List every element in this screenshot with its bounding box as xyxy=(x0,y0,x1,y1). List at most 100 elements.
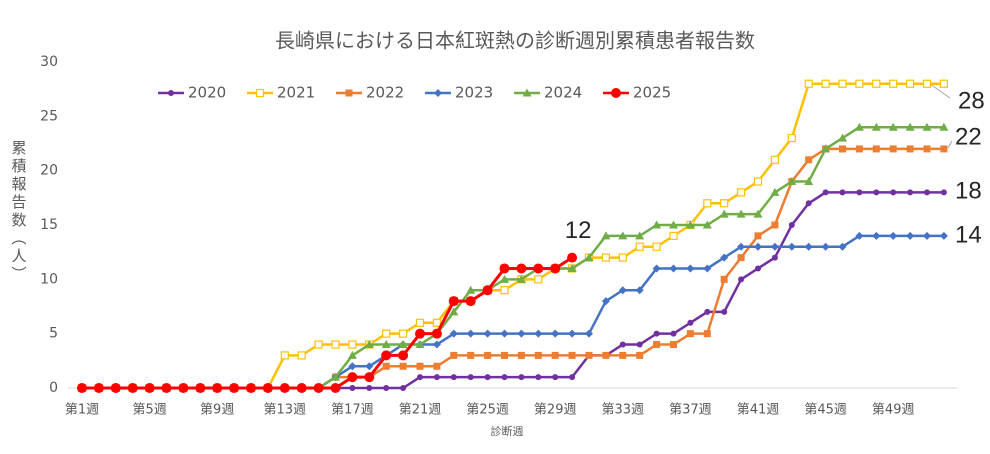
marker xyxy=(567,252,578,263)
marker xyxy=(839,189,846,196)
marker xyxy=(755,265,761,272)
series-line xyxy=(82,191,944,390)
marker xyxy=(906,145,914,153)
marker xyxy=(381,350,392,361)
marker xyxy=(500,286,509,295)
marker xyxy=(552,374,559,381)
marker xyxy=(822,189,829,196)
marker xyxy=(77,383,87,393)
marker xyxy=(922,122,932,131)
marker xyxy=(466,285,476,294)
marker xyxy=(501,351,508,359)
legend-label: 2021 xyxy=(277,84,315,102)
marker xyxy=(804,79,813,88)
chart-title: 長崎県における日本紅斑熱の診断週別累積患者報告数 xyxy=(275,29,755,53)
marker xyxy=(635,231,645,240)
x-tick-label: 第1週 xyxy=(65,403,99,418)
marker xyxy=(922,79,932,88)
legend-label: 2024 xyxy=(544,84,582,102)
marker xyxy=(670,341,677,349)
marker xyxy=(736,188,746,197)
y-tick-label: 25 xyxy=(40,108,58,124)
marker xyxy=(450,351,458,359)
marker xyxy=(619,341,626,348)
marker xyxy=(940,189,947,196)
marker xyxy=(364,340,374,349)
marker xyxy=(907,189,914,196)
marker xyxy=(399,329,408,338)
marker xyxy=(872,145,880,153)
marker xyxy=(838,79,847,88)
marker xyxy=(347,350,357,359)
marker xyxy=(432,318,441,327)
marker xyxy=(212,383,223,393)
x-tick-label: 第9週 xyxy=(200,403,234,418)
marker xyxy=(753,177,763,186)
marker xyxy=(889,145,897,153)
marker xyxy=(313,383,324,393)
marker xyxy=(923,145,931,153)
marker xyxy=(720,199,729,208)
marker xyxy=(195,383,206,393)
marker xyxy=(753,209,763,218)
marker xyxy=(534,275,543,284)
marker xyxy=(872,79,881,88)
data-label: 28 xyxy=(958,87,985,114)
marker xyxy=(382,362,390,370)
y-axis-label: 累積報告数（人） xyxy=(10,140,28,284)
marker xyxy=(517,329,526,338)
marker xyxy=(434,89,442,97)
marker xyxy=(484,351,492,359)
marker xyxy=(871,122,881,131)
marker xyxy=(770,242,779,251)
marker xyxy=(568,351,576,359)
marker xyxy=(635,286,644,295)
marker xyxy=(366,385,373,391)
marker xyxy=(669,220,678,229)
marker xyxy=(669,231,678,240)
marker xyxy=(618,231,628,240)
y-tick-label: 10 xyxy=(40,271,58,287)
y-tick-label: 30 xyxy=(40,54,58,70)
marker xyxy=(417,374,423,381)
marker xyxy=(499,263,510,274)
marker xyxy=(601,253,611,262)
marker xyxy=(432,340,441,349)
series xyxy=(77,79,949,393)
marker xyxy=(465,296,476,307)
marker xyxy=(770,155,780,164)
marker xyxy=(873,189,880,196)
x-tick-label: 第5週 xyxy=(132,403,166,418)
marker xyxy=(703,264,712,273)
marker xyxy=(500,274,509,283)
marker xyxy=(585,329,593,338)
series xyxy=(78,231,948,392)
marker xyxy=(855,231,864,240)
marker xyxy=(856,189,863,196)
marker xyxy=(669,264,678,273)
series-line xyxy=(82,256,573,390)
marker xyxy=(888,122,898,131)
marker xyxy=(736,209,746,218)
marker xyxy=(364,372,375,383)
marker xyxy=(653,341,661,349)
marker xyxy=(670,330,677,337)
marker xyxy=(255,88,265,98)
x-tick-label: 第17週 xyxy=(331,403,374,418)
marker xyxy=(687,319,694,326)
marker xyxy=(719,209,729,218)
marker xyxy=(737,242,746,251)
marker xyxy=(551,329,560,338)
legend-label: 2023 xyxy=(455,84,493,102)
marker xyxy=(416,362,424,370)
marker xyxy=(652,220,662,229)
marker xyxy=(551,351,559,359)
marker xyxy=(483,329,492,338)
marker xyxy=(314,340,323,349)
marker xyxy=(347,372,358,383)
marker xyxy=(838,133,847,142)
marker xyxy=(652,264,661,273)
marker xyxy=(522,88,532,97)
marker xyxy=(535,374,542,381)
